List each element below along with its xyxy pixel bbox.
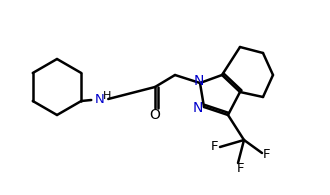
Text: F: F — [262, 149, 270, 161]
Text: F: F — [210, 139, 218, 152]
Text: F: F — [236, 162, 244, 176]
Text: N: N — [194, 74, 204, 88]
Text: O: O — [149, 108, 160, 122]
Text: N: N — [193, 101, 203, 115]
Text: H: H — [103, 91, 112, 101]
Text: N: N — [95, 92, 105, 105]
